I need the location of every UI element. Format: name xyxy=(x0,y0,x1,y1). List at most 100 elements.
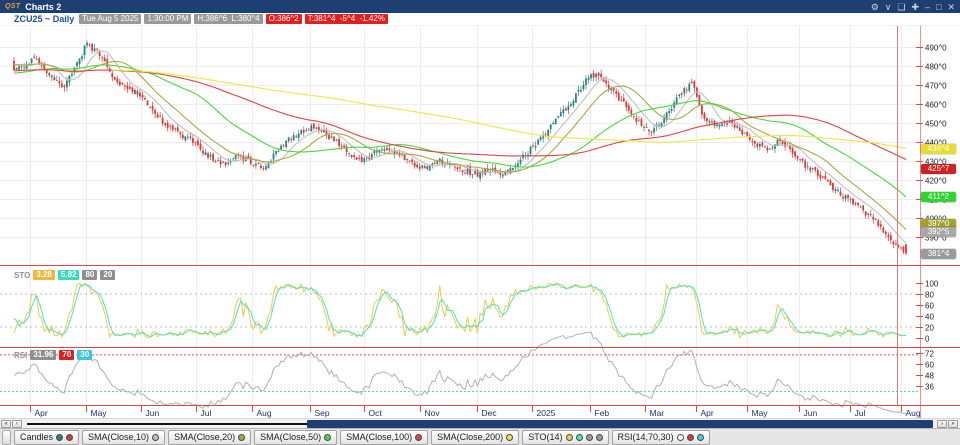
quote-badge: Tue Aug 5 2025 xyxy=(79,14,142,24)
chart-canvas[interactable]: 490^0 480^0 470^0 460^0 450^0 440^0 430^0 420^0… xyxy=(0,26,960,418)
svg-text:420^0: 420^0 xyxy=(925,177,947,186)
legend-color-dot xyxy=(565,433,573,441)
svg-text:72: 72 xyxy=(925,350,934,359)
copy-icon[interactable]: ❏ xyxy=(897,1,906,12)
close-icon[interactable]: ✕ xyxy=(947,1,955,12)
legend-color-dot xyxy=(238,433,246,441)
legend-item-label: Candles xyxy=(20,432,54,442)
legend-item-sma-close-10-[interactable]: SMA(Close,10) xyxy=(82,429,166,445)
svg-text:Nov: Nov xyxy=(425,408,441,418)
svg-text:Feb: Feb xyxy=(595,408,610,418)
sto-value-badge: 80 xyxy=(82,270,98,280)
symbol-label[interactable]: ZCU25 ~ Daily xyxy=(14,14,75,24)
svg-text:390^0: 390^0 xyxy=(925,234,947,243)
price-axis-badge: 411^2 xyxy=(921,192,956,202)
legend-item-label: RSI(14,70,30) xyxy=(617,432,674,442)
window-title: Charts 2 xyxy=(25,1,62,12)
rsi-pane-label[interactable]: RSI 31.96 70 30 xyxy=(14,350,93,360)
minimize-icon[interactable]: – xyxy=(925,1,931,12)
svg-text:Apr: Apr xyxy=(701,408,714,418)
study-legend-bar: Candles SMA(Close,10) SMA(Close,20) SMA(Clo… xyxy=(0,428,960,445)
legend-item-rsi-14-70-30-[interactable]: RSI(14,70,30) xyxy=(611,429,710,445)
sto-pane-label[interactable]: STO 3.28 5.82 80 20 xyxy=(14,270,116,280)
move-icon[interactable]: ✚ xyxy=(911,1,919,12)
legend-color-dot xyxy=(676,433,684,441)
sto-label: STO xyxy=(14,270,31,280)
svg-text:Oct: Oct xyxy=(369,408,383,418)
price-axis-badge: 392^5 xyxy=(921,227,956,237)
legend-item-sma-close-50-[interactable]: SMA(Close,50) xyxy=(254,429,338,445)
svg-text:36: 36 xyxy=(925,383,934,392)
quote-badge: T:381^4 -5^4 -1.42% xyxy=(304,14,388,24)
ohlc-badges: Tue Aug 5 2025 1:30:00 PM H:386^6 L:380^4 O… xyxy=(79,14,388,24)
legend-item-sto-14-[interactable]: STO(14) xyxy=(522,429,609,445)
svg-text:May: May xyxy=(91,408,108,418)
legend-item-candles[interactable]: Candles xyxy=(14,429,80,445)
legend-item-label: SMA(Close,10) xyxy=(88,432,150,442)
svg-text:490^0: 490^0 xyxy=(925,44,947,53)
price-axis-badge: 425^7 xyxy=(921,164,956,174)
price-axis-badge: 381^4 xyxy=(921,249,956,259)
legend-grip[interactable] xyxy=(2,429,11,445)
restore-icon[interactable]: □ xyxy=(936,1,942,12)
svg-text:460^0: 460^0 xyxy=(925,101,947,110)
quote-badge: O:386^2 xyxy=(265,14,302,24)
rsi-value-badge: 31.96 xyxy=(30,350,57,360)
legend-color-dot xyxy=(686,433,694,441)
chevron-down-icon[interactable]: ∨ xyxy=(884,1,892,12)
legend-item-sma-close-200-[interactable]: SMA(Close,200) xyxy=(431,429,520,445)
legend-color-dot xyxy=(66,433,74,441)
svg-text:100: 100 xyxy=(925,280,939,289)
scroll-right-button[interactable]: › xyxy=(937,419,947,428)
svg-text:470^0: 470^0 xyxy=(925,82,947,91)
sto-value-badge: 3.28 xyxy=(33,270,55,280)
svg-text:48: 48 xyxy=(925,372,934,381)
legend-item-sma-close-20-[interactable]: SMA(Close,20) xyxy=(168,429,252,445)
legend-item-label: SMA(Close,100) xyxy=(346,432,413,442)
legend-item-sma-close-100-[interactable]: SMA(Close,100) xyxy=(340,429,429,445)
legend-color-dot xyxy=(506,433,514,441)
scroll-left-button[interactable]: ‹ xyxy=(12,419,22,428)
legend-item-label: SMA(Close,200) xyxy=(437,432,504,442)
legend-item-label: SMA(Close,50) xyxy=(260,432,322,442)
legend-color-dot xyxy=(56,433,64,441)
sto-value-badge: 20 xyxy=(100,270,116,280)
legend-item-label: STO(14) xyxy=(528,432,563,442)
svg-text:440^0: 440^0 xyxy=(925,139,947,148)
svg-text:480^0: 480^0 xyxy=(925,63,947,72)
window-controls: ⚙ ∨ ❏ ✚ – □ ✕ xyxy=(871,1,955,13)
svg-text:Jul: Jul xyxy=(201,408,212,418)
legend-color-dot xyxy=(696,433,704,441)
gear-icon[interactable]: ⚙ xyxy=(870,1,879,12)
scrollbar-thumb[interactable] xyxy=(307,419,933,428)
legend-color-dot xyxy=(152,433,160,441)
title-bar[interactable]: QST Charts 2 ⚙ ∨ ❏ ✚ – □ ✕ xyxy=(0,0,960,13)
legend-color-dot xyxy=(595,433,603,441)
quote-badge: 1:30:00 PM xyxy=(144,14,192,24)
svg-text:Jun: Jun xyxy=(804,408,818,418)
svg-text:2025: 2025 xyxy=(537,408,556,418)
svg-text:430^0: 430^0 xyxy=(925,158,947,167)
time-scrollbar[interactable]: « ‹ › » xyxy=(0,418,960,428)
scrollbar-track[interactable] xyxy=(25,419,935,428)
legend-color-dot xyxy=(575,433,583,441)
rsi-label: RSI xyxy=(14,350,28,360)
svg-text:Jul: Jul xyxy=(855,408,866,418)
svg-text:Jun: Jun xyxy=(146,408,160,418)
svg-text:450^0: 450^0 xyxy=(925,120,947,129)
scroll-far-right-button[interactable]: » xyxy=(948,419,958,428)
svg-text:60: 60 xyxy=(925,361,934,370)
svg-text:0: 0 xyxy=(925,335,930,344)
legend-color-dot xyxy=(324,433,332,441)
rsi-value-badge: 30 xyxy=(77,350,93,360)
svg-text:Aug: Aug xyxy=(257,408,272,418)
legend-color-dot xyxy=(415,433,423,441)
svg-text:40: 40 xyxy=(925,313,934,322)
scroll-far-left-button[interactable]: « xyxy=(1,419,11,428)
quote-info-bar: ZCU25 ~ Daily Tue Aug 5 2025 1:30:00 PM H:… xyxy=(0,13,960,26)
svg-text:Apr: Apr xyxy=(35,408,48,418)
svg-text:Mar: Mar xyxy=(650,408,665,418)
legend-item-label: SMA(Close,20) xyxy=(174,432,236,442)
svg-text:20: 20 xyxy=(925,324,934,333)
